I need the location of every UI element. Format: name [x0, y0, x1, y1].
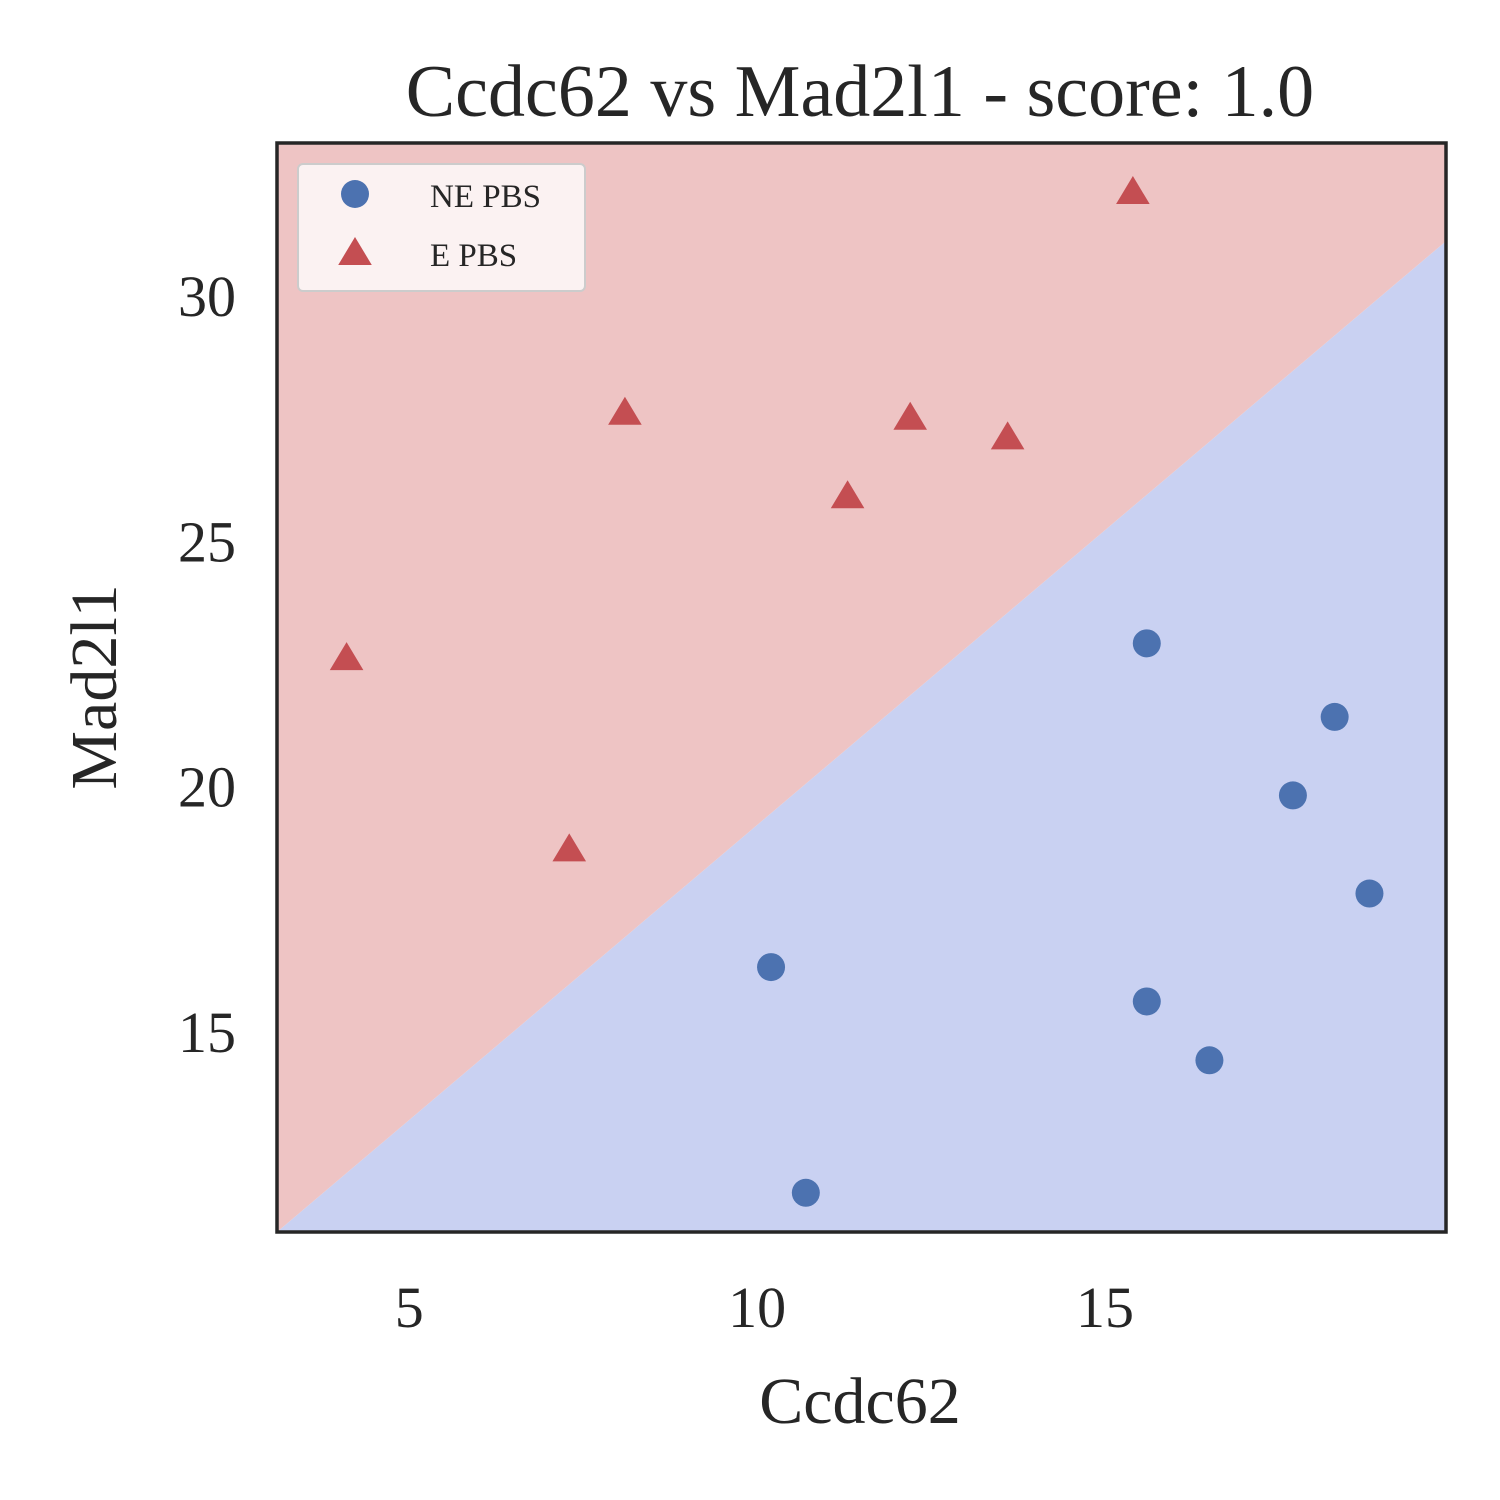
point-circle-series0-2: [1278, 781, 1307, 810]
legend-marker-e-pbs: [338, 237, 372, 265]
legend: NE PBS E PBS: [297, 163, 586, 292]
point-circle-series0-5: [1132, 987, 1161, 1016]
point-circle-series0-4: [757, 953, 786, 982]
point-circle-series0-3: [1355, 879, 1384, 908]
point-circle-series0-6: [1195, 1046, 1224, 1075]
legend-box: [297, 163, 586, 292]
x-axis-label: Ccdc62: [759, 1365, 961, 1438]
chart-title: Ccdc62 vs Mad2l1 - score: 1.0: [406, 51, 1314, 133]
legend-label-e-pbs: E PBS: [430, 238, 517, 274]
legend-label-ne-pbs: NE PBS: [430, 179, 541, 215]
x-tick-label: 15: [1076, 1275, 1134, 1340]
point-triangle-series1-2: [893, 401, 928, 430]
y-tick-label: 15: [178, 1000, 236, 1065]
point-triangle-series1-1: [608, 396, 642, 425]
point-triangle-series1-6: [552, 833, 587, 862]
point-triangle-series1-4: [830, 480, 865, 509]
plot-background: [277, 143, 1446, 1233]
legend-marker-ne-pbs: [341, 180, 369, 208]
x-tick-label: 10: [728, 1275, 786, 1340]
data-points: [329, 176, 1384, 1207]
x-tick-label: 5: [395, 1275, 424, 1340]
point-circle-series0-1: [1320, 702, 1349, 731]
y-tick-label: 25: [178, 509, 236, 574]
point-circle-series0-0: [1132, 629, 1161, 658]
point-circle-series0-7: [791, 1178, 820, 1207]
y-tick-label: 20: [178, 755, 236, 820]
point-triangle-series1-3: [990, 421, 1025, 450]
y-axis-ticks: 15 20 25 30: [178, 264, 236, 1065]
x-axis-ticks: 5 10 15: [395, 1275, 1134, 1340]
y-axis-label: Mad2l1: [58, 584, 131, 789]
class-region-e-pbs: [277, 143, 1446, 1232]
plot-frame: [275, 141, 1448, 1234]
point-triangle-series1-5: [329, 642, 364, 671]
y-tick-label: 30: [178, 264, 236, 329]
point-triangle-series1-0: [1116, 176, 1150, 205]
